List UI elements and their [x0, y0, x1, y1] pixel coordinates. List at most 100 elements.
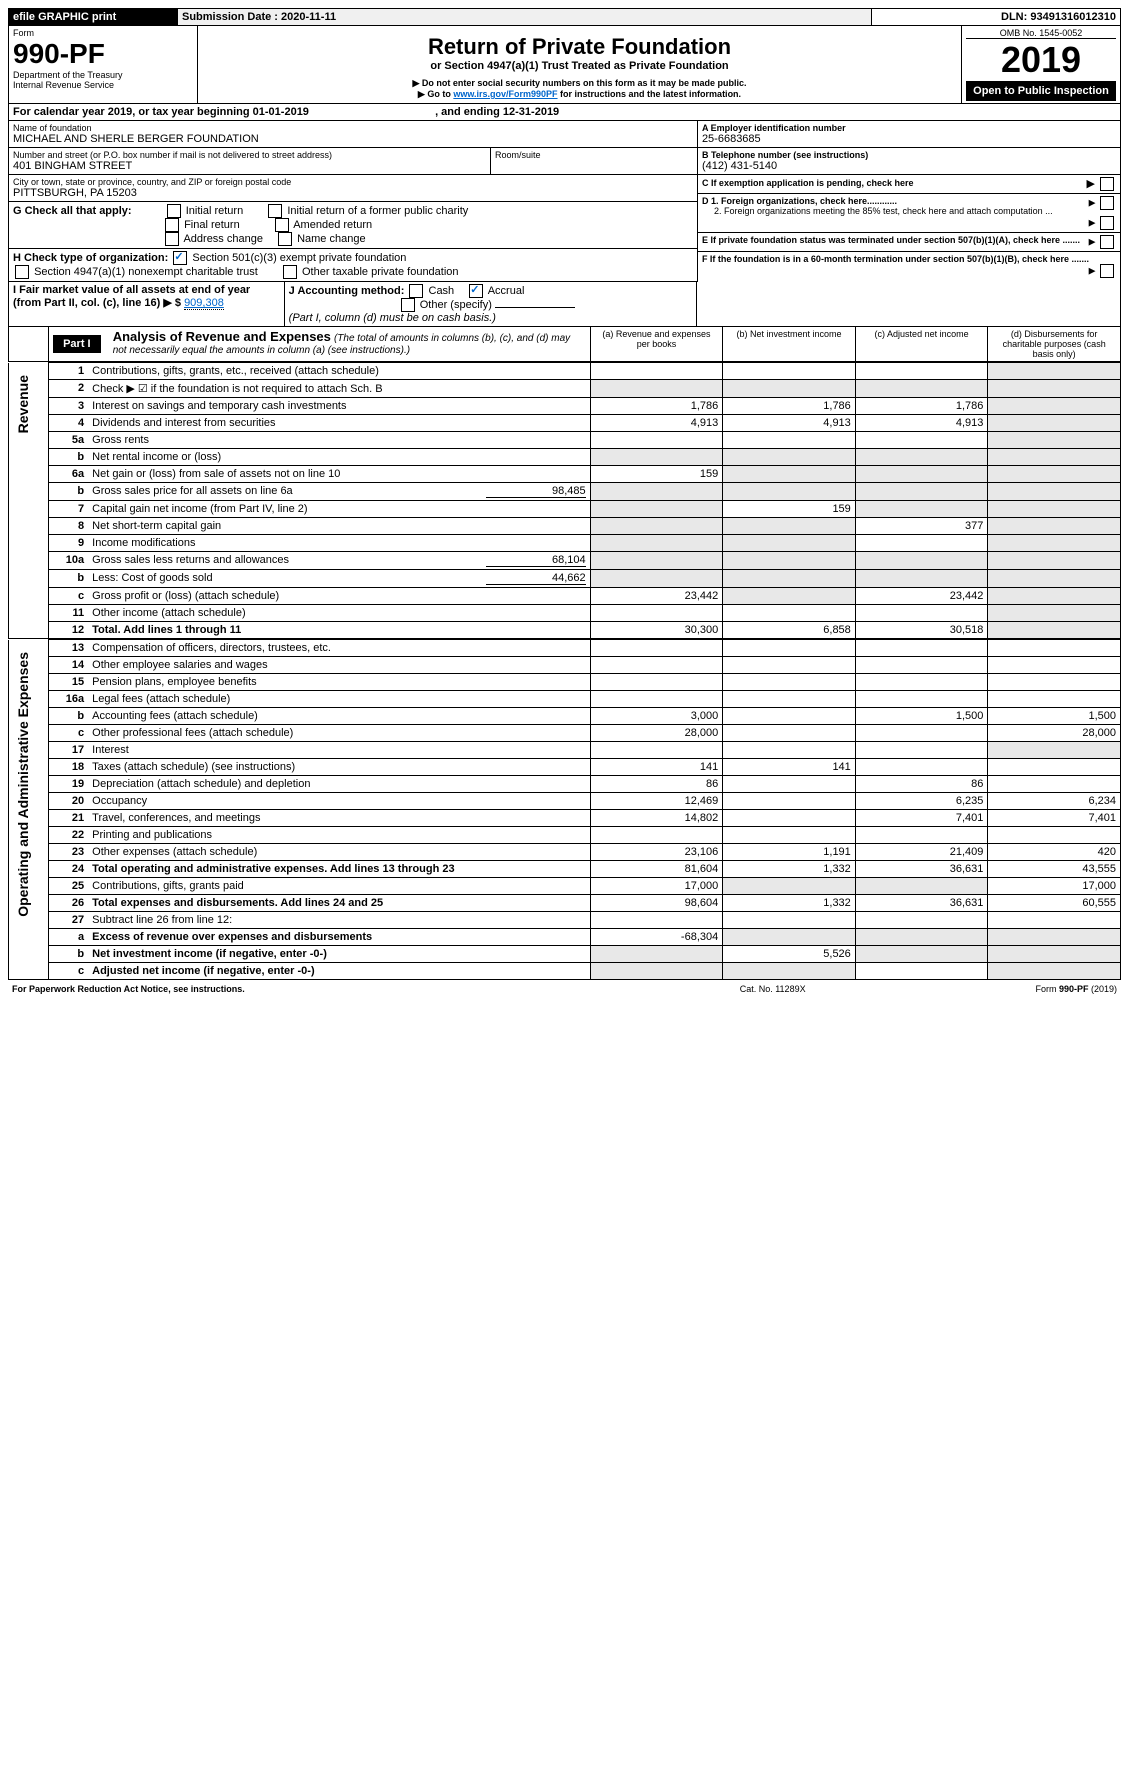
checkbox-cash[interactable]: [409, 284, 423, 298]
table-row: 27Subtract line 26 from line 12:: [9, 912, 1121, 929]
cell-c: [855, 483, 988, 501]
section-f: F If the foundation is in a 60-month ter…: [698, 252, 1120, 281]
line-number: 11: [49, 605, 89, 622]
cell-a: 23,106: [590, 844, 723, 861]
part-title: Analysis of Revenue and Expenses: [113, 329, 331, 344]
table-row: 22Printing and publications: [9, 827, 1121, 844]
title: Return of Private Foundation: [202, 34, 957, 60]
form-header: Form 990-PF Department of the Treasury I…: [8, 26, 1121, 104]
line-desc: Depreciation (attach schedule) and deple…: [88, 776, 590, 793]
cell-b: [723, 827, 856, 844]
cell-b: [723, 725, 856, 742]
line-desc: Total expenses and disbursements. Add li…: [88, 895, 590, 912]
line-number: b: [49, 708, 89, 725]
line-number: 9: [49, 535, 89, 552]
cell-b: [723, 657, 856, 674]
checkbox-initial[interactable]: [167, 204, 181, 218]
checkbox-d1[interactable]: [1100, 196, 1114, 210]
checkbox-501c3[interactable]: [173, 251, 187, 265]
cell-a: 14,802: [590, 810, 723, 827]
cell-d: [988, 776, 1121, 793]
cell-d: [988, 518, 1121, 535]
city-label: City or town, state or province, country…: [13, 177, 693, 187]
cell-b: [723, 878, 856, 895]
line-number: 24: [49, 861, 89, 878]
cell-d: 7,401: [988, 810, 1121, 827]
cell-d: 6,234: [988, 793, 1121, 810]
cell-b: [723, 588, 856, 605]
fmv-link[interactable]: 909,308: [184, 297, 224, 310]
cell-b: [723, 708, 856, 725]
line-number: 25: [49, 878, 89, 895]
cell-a: [590, 605, 723, 622]
cell-c: 30,518: [855, 622, 988, 639]
cell-a: 81,604: [590, 861, 723, 878]
cell-a: 30,300: [590, 622, 723, 639]
footer-left: For Paperwork Reduction Act Notice, see …: [8, 982, 671, 996]
cell-b: [723, 810, 856, 827]
side-label: Revenue: [13, 365, 33, 443]
checkbox-other-method[interactable]: [401, 298, 415, 312]
checkbox-c[interactable]: [1100, 177, 1114, 191]
table-row: 19Depreciation (attach schedule) and dep…: [9, 776, 1121, 793]
cell-d: 1,500: [988, 708, 1121, 725]
phone: (412) 431-5140: [702, 160, 1116, 172]
checkbox-initial-former[interactable]: [268, 204, 282, 218]
table-row: 12Total. Add lines 1 through 1130,3006,8…: [9, 622, 1121, 639]
checkbox-4947[interactable]: [15, 265, 29, 279]
line-number: 26: [49, 895, 89, 912]
table-row: 18Taxes (attach schedule) (see instructi…: [9, 759, 1121, 776]
cell-a: [590, 535, 723, 552]
part1-header: Part I Analysis of Revenue and Expenses …: [8, 327, 1121, 362]
line-desc: Other employee salaries and wages: [88, 657, 590, 674]
cell-a: [590, 640, 723, 657]
line-number: b: [49, 483, 89, 501]
line-desc: Gross sales price for all assets on line…: [88, 483, 590, 501]
instructions-link[interactable]: www.irs.gov/Form990PF: [453, 89, 557, 99]
line-desc: Printing and publications: [88, 827, 590, 844]
cell-b: [723, 483, 856, 501]
section-d: D 1. Foreign organizations, check here..…: [698, 194, 1120, 233]
cell-a: 3,000: [590, 708, 723, 725]
cell-c: [855, 929, 988, 946]
cell-b: 1,786: [723, 398, 856, 415]
col-d: (d) Disbursements for charitable purpose…: [988, 327, 1121, 362]
line-number: 13: [49, 640, 89, 657]
checkbox-accrual[interactable]: [469, 284, 483, 298]
tax-period: For calendar year 2019, or tax year begi…: [9, 104, 1121, 121]
line-desc: Less: Cost of goods sold 44,662: [88, 570, 590, 588]
revenue-table: Revenue1Contributions, gifts, grants, et…: [8, 362, 1121, 639]
table-row: 20Occupancy12,4696,2356,234: [9, 793, 1121, 810]
cell-c: 23,442: [855, 588, 988, 605]
checkbox-name[interactable]: [278, 232, 292, 246]
line-number: c: [49, 963, 89, 980]
line-number: 10a: [49, 552, 89, 570]
line-number: 17: [49, 742, 89, 759]
cell-a: [590, 570, 723, 588]
line-desc: Total. Add lines 1 through 11: [88, 622, 590, 639]
section-e: E If private foundation status was termi…: [698, 233, 1120, 252]
cell-d: [988, 570, 1121, 588]
checkbox-f[interactable]: [1100, 264, 1114, 278]
cell-b: [723, 552, 856, 570]
cell-b: [723, 776, 856, 793]
checkbox-d2[interactable]: [1100, 216, 1114, 230]
cell-c: 36,631: [855, 861, 988, 878]
cell-a: [590, 742, 723, 759]
cell-a: [590, 691, 723, 708]
cell-c: [855, 605, 988, 622]
name-label: Name of foundation: [13, 123, 693, 133]
table-row: 2Check ▶ ☑ if the foundation is not requ…: [9, 380, 1121, 398]
checkbox-other-tax[interactable]: [283, 265, 297, 279]
checkbox-amended[interactable]: [275, 218, 289, 232]
checkbox-final[interactable]: [165, 218, 179, 232]
checkbox-e[interactable]: [1100, 235, 1114, 249]
line-number: 15: [49, 674, 89, 691]
cell-a: [590, 657, 723, 674]
table-row: 14Other employee salaries and wages: [9, 657, 1121, 674]
line-number: a: [49, 929, 89, 946]
cell-c: [855, 501, 988, 518]
checkbox-address[interactable]: [165, 232, 179, 246]
cell-c: [855, 912, 988, 929]
foundation-name: MICHAEL AND SHERLE BERGER FOUNDATION: [13, 133, 693, 145]
